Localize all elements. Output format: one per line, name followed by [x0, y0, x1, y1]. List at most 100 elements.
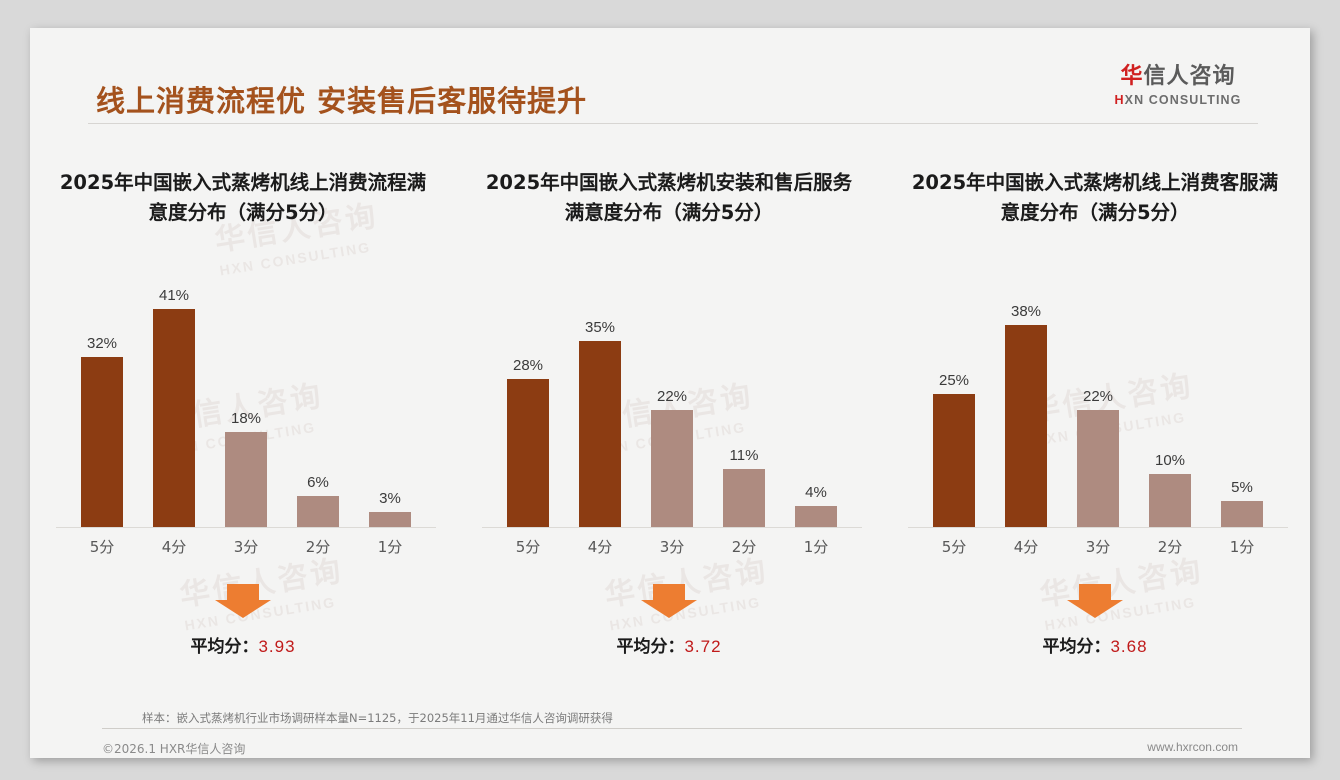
bar-rect[interactable]	[507, 379, 549, 528]
axis-tick-label: 5分	[941, 538, 967, 556]
footer-website[interactable]: www.hxrcon.com	[1147, 740, 1238, 754]
bar-value-label: 3%	[379, 490, 401, 507]
bar-value-label: 22%	[656, 388, 688, 405]
bar-rect[interactable]	[1077, 410, 1119, 528]
bar-series: 32% 41% 18% 6%	[70, 287, 422, 528]
bar-slot: 22%	[640, 288, 704, 528]
header-divider	[88, 123, 1258, 124]
average-score-value: 3.93	[258, 637, 296, 656]
bar-series: 28% 35% 22% 11%	[496, 288, 848, 528]
bar-rect[interactable]	[369, 512, 411, 528]
chart-title: 2025年中国嵌入式蒸烤机线上消费流程满意度分布（满分5分）	[59, 171, 427, 225]
x-axis-line	[908, 527, 1288, 528]
brand-logo-en-rest: XN CONSULTING	[1124, 93, 1242, 107]
average-block: 平均分：3.68	[882, 584, 1308, 657]
bar-value-label: 28%	[512, 357, 544, 374]
bar-slot: 38%	[994, 288, 1058, 528]
axis-tick-label: 3分	[659, 538, 685, 556]
charts-row: 2025年中国嵌入式蒸烤机线上消费流程满意度分布（满分5分） 32% 41% 1…	[30, 168, 1310, 688]
axis-tick-label: 3分	[233, 538, 259, 556]
bar-slot: 10%	[1138, 288, 1202, 528]
chart-panel-1: 2025年中国嵌入式蒸烤机线上消费流程满意度分布（满分5分） 32% 41% 1…	[30, 168, 456, 688]
bar-rect[interactable]	[297, 496, 339, 528]
bar-rect[interactable]	[651, 410, 693, 528]
bar-slot: 41%	[142, 287, 206, 528]
arrow-down-icon	[641, 584, 697, 618]
axis-tick-label: 5分	[89, 538, 115, 556]
brand-logo: 华信人咨询 HXN CONSULTING	[1088, 66, 1268, 107]
slide-page: 华信人咨询 HXN CONSULTING 华信人咨询 HXN CONSULTIN…	[30, 28, 1310, 758]
plot-area: 28% 35% 22% 11%	[482, 288, 862, 528]
bar-slot: 6%	[286, 288, 350, 528]
bar-slot: 4%	[784, 288, 848, 528]
average-score-text: 平均分：3.72	[456, 632, 882, 657]
x-axis-labels: 5分 4分 3分 2分 1分	[70, 536, 422, 557]
arrow-down-icon	[215, 584, 271, 618]
brand-logo-cn-rest: 信人咨询	[1143, 64, 1236, 89]
chart-panel-3: 2025年中国嵌入式蒸烤机线上消费客服满意度分布（满分5分） 25% 38% 2…	[882, 168, 1308, 688]
footer-divider	[102, 728, 1242, 729]
average-score-value: 3.72	[684, 637, 722, 656]
axis-tick-label: 4分	[1013, 538, 1039, 556]
bar-rect[interactable]	[1149, 474, 1191, 528]
bar-slot: 28%	[496, 288, 560, 528]
bar-value-label: 32%	[86, 335, 118, 352]
average-block: 平均分：3.93	[30, 584, 456, 657]
footer-copyright: ©2026.1 HXR华信人咨询	[102, 742, 246, 756]
page-title: 线上消费流程优 安装售后客服待提升	[96, 84, 588, 118]
bar-slot: 35%	[568, 288, 632, 528]
bar-value-label: 25%	[938, 372, 970, 389]
bar-rect[interactable]	[81, 357, 123, 528]
axis-tick-label: 1分	[377, 538, 403, 556]
bar-rect[interactable]	[723, 469, 765, 528]
bar-slot: 18%	[214, 288, 278, 528]
bar-value-label: 11%	[729, 447, 759, 464]
bar-slot: 32%	[70, 288, 134, 528]
axis-tick-label: 4分	[587, 538, 613, 556]
bar-value-label: 4%	[805, 484, 827, 501]
axis-tick-label: 2分	[731, 538, 757, 556]
chart-title: 2025年中国嵌入式蒸烤机线上消费客服满意度分布（满分5分）	[911, 171, 1279, 225]
bar-value-label: 6%	[307, 474, 329, 491]
axis-tick-label: 1分	[803, 538, 829, 556]
bar-value-label: 35%	[584, 319, 616, 336]
bar-slot: 11%	[712, 288, 776, 528]
bar-rect[interactable]	[795, 506, 837, 528]
bar-series: 25% 38% 22% 10%	[922, 288, 1274, 528]
source-note: 样本：嵌入式蒸烤机行业市场调研样本量N=1125，于2025年11月通过华信人咨…	[142, 711, 613, 725]
chart-title: 2025年中国嵌入式蒸烤机安装和售后服务满意度分布（满分5分）	[485, 171, 853, 225]
axis-tick-label: 4分	[161, 538, 187, 556]
chart-panel-2: 2025年中国嵌入式蒸烤机安装和售后服务满意度分布（满分5分） 28% 35% …	[456, 168, 882, 688]
average-score-text: 平均分：3.93	[30, 632, 456, 657]
bar-value-label: 41%	[158, 287, 190, 304]
average-score-text: 平均分：3.68	[882, 632, 1308, 657]
bar-value-label: 38%	[1010, 303, 1042, 320]
bar-rect[interactable]	[933, 394, 975, 528]
bar-value-label: 18%	[230, 410, 262, 427]
average-score-label: 平均分：	[190, 637, 259, 657]
bar-rect[interactable]	[579, 341, 621, 528]
plot-area: 25% 38% 22% 10%	[908, 288, 1288, 528]
bar-rect[interactable]	[153, 309, 195, 528]
x-axis-labels: 5分 4分 3分 2分 1分	[922, 536, 1274, 557]
average-block: 平均分：3.72	[456, 584, 882, 657]
bar-slot: 3%	[358, 288, 422, 528]
brand-logo-en-accent: H	[1114, 93, 1125, 107]
bar-slot: 5%	[1210, 288, 1274, 528]
average-score-value: 3.68	[1110, 637, 1148, 656]
average-score-label: 平均分：	[616, 637, 685, 657]
bar-value-label: 22%	[1082, 388, 1114, 405]
axis-tick-label: 3分	[1085, 538, 1111, 556]
brand-logo-en: HXN CONSULTING	[1088, 94, 1268, 107]
bar-rect[interactable]	[225, 432, 267, 528]
axis-tick-label: 5分	[515, 538, 541, 556]
brand-logo-cn-accent: 华	[1120, 64, 1144, 89]
bar-rect[interactable]	[1005, 325, 1047, 528]
x-axis-labels: 5分 4分 3分 2分 1分	[496, 536, 848, 557]
x-axis-line	[56, 527, 436, 528]
bar-rect[interactable]	[1221, 501, 1263, 528]
bar-value-label: 10%	[1154, 452, 1186, 469]
axis-tick-label: 2分	[1157, 538, 1183, 556]
arrow-down-icon	[1067, 584, 1123, 618]
slide-header: 线上消费流程优 安装售后客服待提升 华信人咨询 HXN CONSULTING	[30, 28, 1310, 124]
